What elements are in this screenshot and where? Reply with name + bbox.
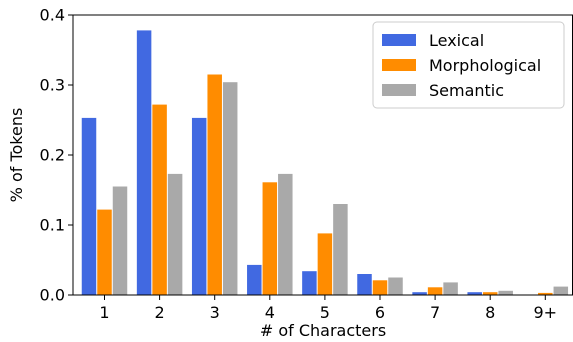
bar-semantic-7	[443, 282, 458, 295]
y-tick-label: 0.2	[40, 146, 65, 165]
legend-swatch-lexical	[382, 34, 416, 46]
bar-lexical-4	[247, 264, 262, 295]
x-tick-label: 2	[155, 303, 165, 322]
y-tick-label: 0.3	[40, 76, 65, 95]
x-tick-label: 6	[375, 303, 385, 322]
bar-semantic-8	[498, 290, 513, 295]
bar-lexical-3	[191, 117, 207, 296]
bar-semantic-6	[388, 277, 403, 295]
legend-box	[372, 21, 565, 109]
y-tick-label: 0.4	[40, 6, 65, 25]
bar-lexical-1	[81, 117, 97, 296]
bar-morphological-3	[207, 74, 222, 295]
legend-swatch-morphological	[382, 59, 416, 71]
bar-semantic-9+	[553, 286, 569, 295]
bar-lexical-5	[302, 271, 317, 295]
x-tick-label: 1	[99, 303, 109, 322]
bar-semantic-1	[112, 186, 128, 295]
bars-layer	[81, 30, 569, 296]
bar-lexical-7	[412, 292, 427, 295]
y-tick-label: 0.1	[40, 216, 65, 235]
bar-morphological-6	[372, 280, 388, 295]
bar-semantic-4	[278, 173, 293, 295]
x-tick-label: 8	[485, 303, 495, 322]
bar-morphological-2	[152, 104, 167, 295]
legend: Lexical Morphological Semantic	[372, 21, 565, 109]
bar-lexical-8	[467, 292, 482, 295]
bar-semantic-3	[222, 82, 238, 295]
x-tick-label: 3	[210, 303, 220, 322]
legend-swatch-semantic	[382, 84, 416, 96]
x-tick-label: 7	[430, 303, 440, 322]
y-axis-label: % of Tokens	[7, 108, 26, 203]
x-tick-label: 9+	[534, 303, 558, 322]
bar-semantic-2	[167, 173, 183, 295]
bar-morphological-4	[262, 182, 278, 295]
x-axis-label: # of Characters	[260, 321, 386, 340]
legend-label-semantic: Semantic	[429, 81, 504, 100]
legend-label-morphological: Morphological	[429, 56, 541, 75]
x-tick-label: 5	[320, 303, 330, 322]
bar-morphological-7	[427, 287, 443, 295]
y-tick-label: 0.0	[40, 286, 65, 305]
bar-semantic-5	[333, 204, 348, 295]
bar-morphological-8	[482, 292, 498, 295]
bar-morphological-1	[97, 209, 112, 295]
bar-lexical-6	[357, 274, 372, 295]
legend-label-lexical: Lexical	[429, 31, 484, 50]
bar-morphological-9+	[538, 292, 553, 295]
bar-lexical-2	[136, 30, 152, 296]
x-tick-label: 4	[265, 303, 275, 322]
bar-morphological-5	[317, 233, 333, 295]
